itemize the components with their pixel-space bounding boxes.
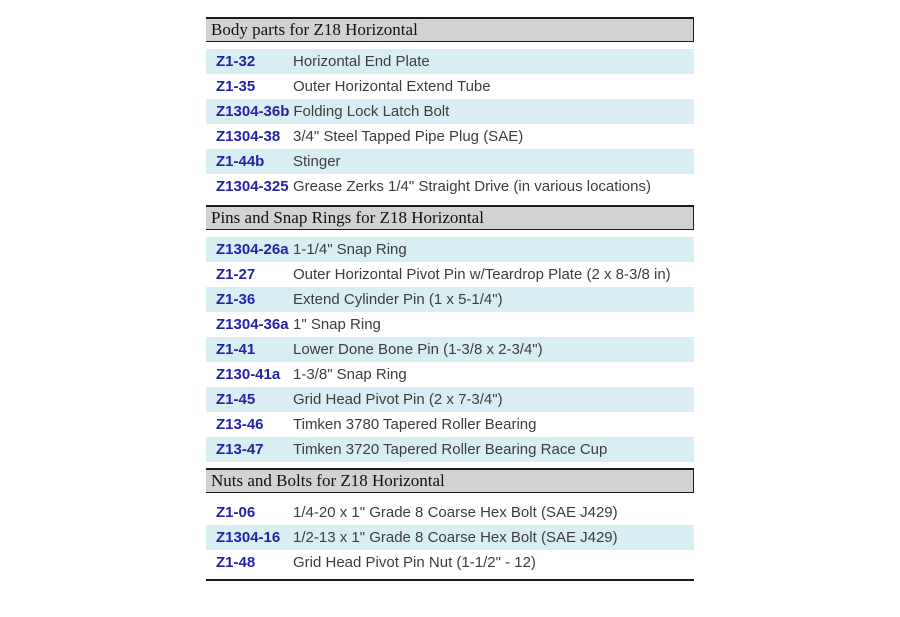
part-description: Outer Horizontal Extend Tube [293, 78, 491, 95]
parts-section: Pins and Snap Rings for Z18 Horizontal Z… [206, 205, 694, 462]
part-number-link[interactable]: Z1304-26a [216, 241, 289, 258]
part-description: Horizontal End Plate [293, 53, 430, 70]
table-row[interactable]: Z130-41a 1-3/8" Snap Ring [206, 362, 694, 387]
part-number-link[interactable]: Z1-32 [216, 53, 256, 70]
part-number-link[interactable]: Z1304-38 [216, 128, 281, 145]
part-number-link[interactable]: Z1-06 [216, 504, 256, 521]
part-number-link[interactable]: Z1304-36a [216, 316, 289, 333]
part-description: Timken 3720 Tapered Roller Bearing Race … [293, 441, 608, 458]
parts-section: Nuts and Bolts for Z18 Horizontal Z1-06 … [206, 468, 694, 575]
section-rows: Z1-32 Horizontal End Plate Z1-35 Outer H… [206, 49, 694, 199]
table-row[interactable]: Z1304-38 3/4" Steel Tapped Pipe Plug (SA… [206, 124, 694, 149]
part-number-link[interactable]: Z1-35 [216, 78, 256, 95]
part-number-link[interactable]: Z130-41a [216, 366, 281, 383]
table-row[interactable]: Z1-35 Outer Horizontal Extend Tube [206, 74, 694, 99]
part-number-link[interactable]: Z13-47 [216, 441, 264, 458]
table-row[interactable]: Z1304-36a 1" Snap Ring [206, 312, 694, 337]
part-description: 1/2-13 x 1" Grade 8 Coarse Hex Bolt (SAE… [293, 529, 618, 546]
part-description: Grease Zerks 1/4" Straight Drive (in var… [293, 178, 651, 195]
table-row[interactable]: Z13-46 Timken 3780 Tapered Roller Bearin… [206, 412, 694, 437]
part-number-link[interactable]: Z13-46 [216, 416, 264, 433]
part-description: Grid Head Pivot Pin (2 x 7-3/4") [293, 391, 503, 408]
section-rows: Z1-06 1/4-20 x 1" Grade 8 Coarse Hex Bol… [206, 500, 694, 575]
table-row[interactable]: Z1-45 Grid Head Pivot Pin (2 x 7-3/4") [206, 387, 694, 412]
part-number-link[interactable]: Z1-27 [216, 266, 256, 283]
table-row[interactable]: Z1-41 Lower Done Bone Pin (1-3/8 x 2-3/4… [206, 337, 694, 362]
part-description: Stinger [293, 153, 341, 170]
part-number-link[interactable]: Z1304-16 [216, 529, 281, 546]
part-number-link[interactable]: Z1-41 [216, 341, 256, 358]
part-description: Folding Lock Latch Bolt [293, 103, 450, 120]
part-description: 3/4" Steel Tapped Pipe Plug (SAE) [293, 128, 524, 145]
table-row[interactable]: Z1-32 Horizontal End Plate [206, 49, 694, 74]
part-number-link[interactable]: Z1-36 [216, 291, 256, 308]
part-description: Extend Cylinder Pin (1 x 5-1/4") [293, 291, 503, 308]
part-description: 1" Snap Ring [293, 316, 381, 333]
part-description: 1/4-20 x 1" Grade 8 Coarse Hex Bolt (SAE… [293, 504, 618, 521]
section-title: Nuts and Bolts for Z18 Horizontal [211, 471, 445, 490]
table-row[interactable]: Z1304-325 Grease Zerks 1/4" Straight Dri… [206, 174, 694, 199]
table-row[interactable]: Z1-44b Stinger [206, 149, 694, 174]
section-title: Body parts for Z18 Horizontal [211, 20, 418, 39]
table-row[interactable]: Z1-36 Extend Cylinder Pin (1 x 5-1/4") [206, 287, 694, 312]
table-row[interactable]: Z1-48 Grid Head Pivot Pin Nut (1-1/2" - … [206, 550, 694, 575]
part-description: Grid Head Pivot Pin Nut (1-1/2" - 12) [293, 554, 536, 571]
table-row[interactable]: Z1-27 Outer Horizontal Pivot Pin w/Teard… [206, 262, 694, 287]
part-description: Timken 3780 Tapered Roller Bearing [293, 416, 537, 433]
part-number-link[interactable]: Z1-48 [216, 554, 256, 571]
part-description: Lower Done Bone Pin (1-3/8 x 2-3/4") [293, 341, 543, 358]
table-row[interactable]: Z1304-16 1/2-13 x 1" Grade 8 Coarse Hex … [206, 525, 694, 550]
part-description: Outer Horizontal Pivot Pin w/Teardrop Pl… [293, 266, 671, 283]
parts-section: Body parts for Z18 Horizontal Z1-32 Hori… [206, 17, 694, 199]
part-description: 1-3/8" Snap Ring [293, 366, 407, 383]
section-header: Pins and Snap Rings for Z18 Horizontal [206, 205, 694, 230]
section-header: Body parts for Z18 Horizontal [206, 17, 694, 42]
parts-table: Body parts for Z18 Horizontal Z1-32 Hori… [206, 17, 694, 581]
part-description: 1-1/4" Snap Ring [293, 241, 407, 258]
part-number-link[interactable]: Z1-44b [216, 153, 265, 170]
section-title: Pins and Snap Rings for Z18 Horizontal [211, 208, 484, 227]
table-row[interactable]: Z1304-26a 1-1/4" Snap Ring [206, 237, 694, 262]
section-rows: Z1304-26a 1-1/4" Snap Ring Z1-27 Outer H… [206, 237, 694, 462]
section-header: Nuts and Bolts for Z18 Horizontal [206, 468, 694, 493]
table-row[interactable]: Z1-06 1/4-20 x 1" Grade 8 Coarse Hex Bol… [206, 500, 694, 525]
part-number-link[interactable]: Z1304-36b [216, 103, 290, 120]
table-bottom-rule [206, 579, 694, 581]
part-number-link[interactable]: Z1304-325 [216, 178, 289, 195]
table-row[interactable]: Z1304-36b Folding Lock Latch Bolt [206, 99, 694, 124]
table-row[interactable]: Z13-47 Timken 3720 Tapered Roller Bearin… [206, 437, 694, 462]
part-number-link[interactable]: Z1-45 [216, 391, 256, 408]
